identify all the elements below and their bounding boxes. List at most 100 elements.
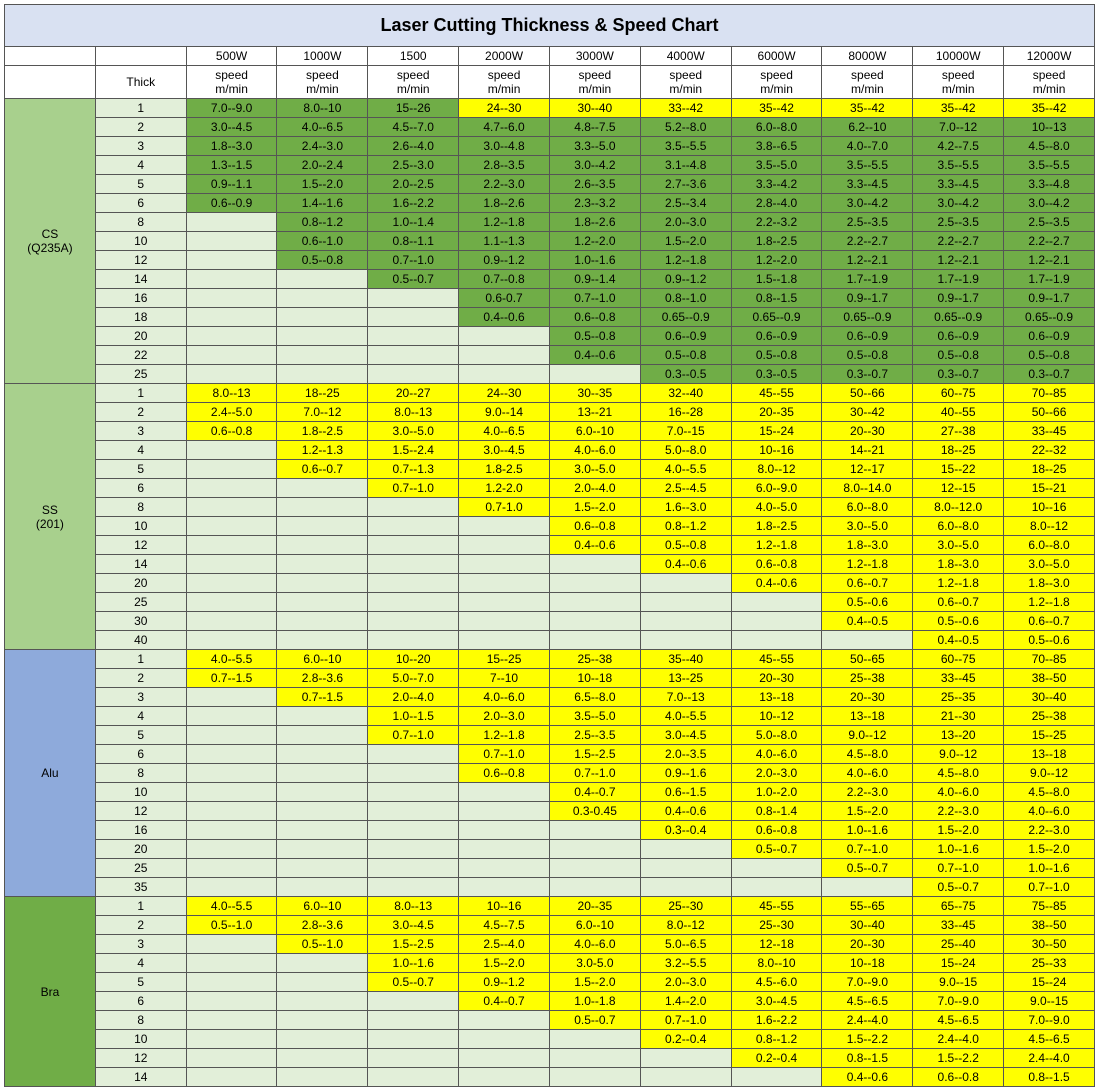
speed-value [186,745,277,764]
speed-value: 0.8--1.2 [277,213,368,232]
thickness-value: 40 [95,631,186,650]
speed-value: 4.5--6.5 [1004,1030,1095,1049]
speed-value: 5.0--6.5 [640,935,731,954]
power-header: 6000W [731,47,822,66]
speed-value: 24--30 [459,384,550,403]
speed-value [368,327,459,346]
speed-value: 10--16 [459,897,550,916]
thickness-value: 4 [95,441,186,460]
speed-value: 7.0--12 [913,118,1004,137]
speed-value: 33--45 [1004,422,1095,441]
speed-value [822,878,913,897]
speed-value: 16--28 [640,403,731,422]
speed-value: 5.0--8.0 [640,441,731,460]
speed-value: 9.0--15 [913,973,1004,992]
speed-value: 3.5--5.5 [822,156,913,175]
speed-value [459,1030,550,1049]
thickness-value: 3 [95,935,186,954]
speed-value: 1.7--1.9 [1004,270,1095,289]
speed-value [368,764,459,783]
speed-value: 3.0--4.2 [1004,194,1095,213]
speed-value: 2.2--2.7 [1004,232,1095,251]
speed-value: 9.0--12 [822,726,913,745]
thickness-value: 3 [95,688,186,707]
speed-value: 3.0--4.5 [731,992,822,1011]
speed-value: 1.5--2.0 [459,954,550,973]
speed-value [549,1068,640,1087]
speed-value: 1.2--1.8 [822,555,913,574]
speed-value: 0.4--0.6 [640,802,731,821]
speed-value: 0.6--0.8 [731,821,822,840]
speed-value: 0.8--1.2 [731,1030,822,1049]
speed-value: 1.0--1.6 [1004,859,1095,878]
speed-value: 0.7--1.3 [368,460,459,479]
speed-value: 3.0--5.0 [1004,555,1095,574]
thickness-value: 18 [95,308,186,327]
thickness-value: 2 [95,118,186,137]
speed-value [277,555,368,574]
speed-value: 10--18 [549,669,640,688]
speed-value: 0.8--1.0 [640,289,731,308]
speed-value: 22--32 [1004,441,1095,460]
speed-value: 2.6--4.0 [368,137,459,156]
thickness-value: 12 [95,802,186,821]
speed-value: 1.6--2.2 [368,194,459,213]
thickness-value: 14 [95,270,186,289]
speed-value: 1.8--2.6 [549,213,640,232]
speed-value [368,992,459,1011]
speed-value [277,726,368,745]
speed-value [186,308,277,327]
thickness-value: 14 [95,1068,186,1087]
speed-value: 12--15 [913,479,1004,498]
thickness-value: 2 [95,669,186,688]
speed-value: 0.7--1.0 [368,726,459,745]
speed-value [277,1068,368,1087]
speed-value: 3.0--4.5 [186,118,277,137]
speed-value: 20--30 [822,688,913,707]
speed-value: 10--16 [1004,498,1095,517]
speed-value: 10--13 [1004,118,1095,137]
speed-value: 1.5--2.0 [277,175,368,194]
thickness-value: 10 [95,783,186,802]
speed-value [368,498,459,517]
speed-value: 4.5--6.5 [822,992,913,1011]
speed-value: 4.0--6.0 [731,745,822,764]
thickness-value: 4 [95,156,186,175]
speed-value: 0.5--0.7 [913,878,1004,897]
speed-value: 0.9--1.2 [640,270,731,289]
speed-value: 0.5--0.7 [822,859,913,878]
speed-value [277,593,368,612]
thickness-value: 1 [95,897,186,916]
speed-value [459,1049,550,1068]
thickness-value: 1 [95,99,186,118]
speed-value: 4.2--7.5 [913,137,1004,156]
unit-header: speedm/min [459,66,550,99]
speed-value: 0.6--1.0 [277,232,368,251]
speed-value [368,1068,459,1087]
speed-value [549,631,640,650]
speed-value: 7.0--15 [640,422,731,441]
speed-value: 1.8--2.5 [731,232,822,251]
speed-value: 2.8--3.5 [459,156,550,175]
speed-value: 4.0--5.0 [731,498,822,517]
speed-value: 10--20 [368,650,459,669]
speed-value: 1.0--2.0 [731,783,822,802]
speed-value: 0.5--0.6 [913,612,1004,631]
speed-value: 4.5--8.0 [913,764,1004,783]
speed-value: 30--40 [549,99,640,118]
speed-value: 4.5--8.0 [822,745,913,764]
speed-value: 1.5--2.0 [549,973,640,992]
speed-value: 3.3--4.8 [1004,175,1095,194]
speed-value [277,536,368,555]
speed-value: 2.0--4.0 [368,688,459,707]
speed-value: 6.5--8.0 [549,688,640,707]
speed-value [640,859,731,878]
speed-value [277,517,368,536]
speed-value [459,327,550,346]
speed-value: 6.0--10 [277,897,368,916]
thickness-value: 12 [95,1049,186,1068]
speed-value: 0.6--0.9 [913,327,1004,346]
speed-value [368,555,459,574]
speed-value [277,631,368,650]
speed-value: 20--30 [822,422,913,441]
